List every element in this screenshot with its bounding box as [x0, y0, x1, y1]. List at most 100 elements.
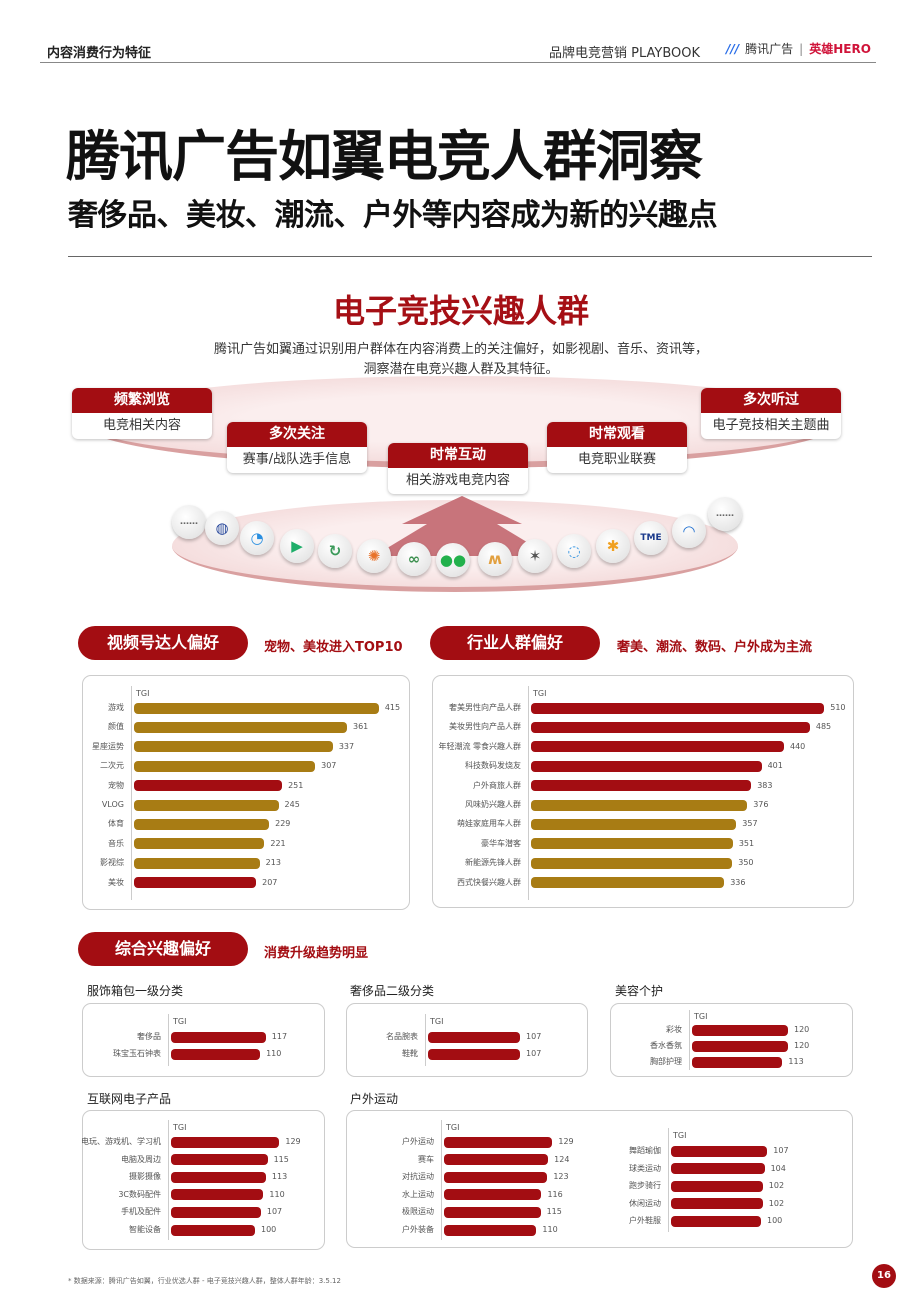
outdoor_a-axis-label: TGI	[446, 1123, 460, 1132]
video-value-label: 361	[352, 722, 369, 732]
industry-category-label: 西式快餐兴趣人群	[457, 877, 521, 887]
apparel-value-label: 110	[266, 1049, 282, 1058]
card-body: 赛事/战队选手信息	[242, 452, 352, 467]
card-body: 电竞职业联赛	[577, 452, 656, 467]
electronics-value-label: 113	[271, 1172, 288, 1182]
outdoor_b-category-label: 休闲运动	[629, 1198, 661, 1208]
electronics-category-label: 智能设备	[129, 1225, 161, 1234]
outdoor_b-value-label: 104	[770, 1163, 786, 1173]
outdoor_b-value-label: 100	[767, 1216, 783, 1226]
outdoor_a-value-label: 124	[554, 1154, 570, 1164]
outdoor_b-axis-label: TGI	[673, 1131, 687, 1140]
video-axis-label: TGI	[136, 689, 150, 698]
electronics-bar	[171, 1224, 255, 1236]
beauty-bar	[692, 1056, 783, 1068]
outdoor_b-bar	[671, 1145, 768, 1157]
beauty-value-label: 120	[794, 1025, 810, 1034]
electronics-title: 互联网电子产品	[87, 1092, 172, 1106]
card-interact: 时常互动 相关游戏电竞内容	[388, 443, 528, 494]
industry-bar	[531, 780, 752, 792]
industry-tag: 奢美、潮流、数码、户外成为主流	[617, 640, 813, 655]
video-category-label: 美妆	[108, 877, 124, 887]
video-category-label: VLOG	[101, 800, 124, 809]
video-bar	[134, 799, 279, 811]
outdoor_a-bar	[444, 1206, 541, 1218]
luxury-title: 奢侈品二级分类	[350, 984, 435, 998]
industry-bar	[531, 838, 733, 850]
video-category-label: 颜值	[108, 722, 124, 732]
industry-category-label: 年轻潮流 零食兴趣人群	[438, 741, 521, 751]
industry-value-label: 336	[730, 877, 746, 887]
industry-bar	[531, 877, 725, 889]
card-watch: 时常观看 电竞职业联赛	[547, 422, 687, 473]
outdoor_a-value-label: 123	[553, 1172, 569, 1182]
up-arrow-icon	[374, 496, 550, 556]
brand-name: 腾讯广告	[745, 42, 794, 56]
title-divider	[68, 256, 872, 257]
video-category-label: 影视综	[100, 858, 124, 868]
section-label: 内容消费行为特征	[47, 46, 152, 61]
insight-heading: 电子竞技兴趣人群	[332, 292, 589, 330]
video-bar	[134, 838, 265, 850]
beauty-bar	[692, 1024, 788, 1036]
industry-bar	[531, 760, 762, 772]
industry-category-label: 风味奶兴趣人群	[465, 800, 521, 809]
video-tag: 宠物、美妆进入TOP10	[264, 640, 403, 655]
outdoor_a-bar	[444, 1136, 553, 1148]
apparel-category-label: 珠宝玉石钟表	[113, 1049, 161, 1058]
brand-logos: /// 腾讯广告 | 英雄HERO	[726, 40, 871, 57]
electronics-category-label: 摄影摄像	[129, 1172, 161, 1182]
card-title: 多次听过	[701, 388, 841, 413]
card-listen: 多次听过 电子竞技相关主题曲	[701, 388, 841, 439]
industry-value-label: 440	[790, 741, 806, 751]
luxury-category-label: 鞋靴	[402, 1049, 418, 1058]
sync-app-icon: ↻	[318, 534, 352, 568]
video-value-label: 251	[288, 780, 304, 790]
outdoor_a-bar	[444, 1189, 542, 1201]
insight-desc-1: 腾讯广告如翼通过识别用户群体在内容消费上的关注偏好，如影视剧、音乐、资讯等，	[213, 342, 708, 357]
beauty-value-label: 120	[794, 1041, 810, 1050]
card-follow: 多次关注 赛事/战队选手信息	[227, 422, 367, 473]
sparkle-app-icon: ✱	[596, 529, 630, 563]
outdoor_a-category-label: 水上运动	[402, 1189, 434, 1199]
video-category-label: 宠物	[108, 780, 124, 790]
header-divider	[40, 62, 876, 63]
industry-bar	[531, 857, 733, 869]
camera-app-icon: ✺	[357, 539, 391, 573]
industry-value-label: 357	[742, 819, 758, 829]
card-body: 电竞相关内容	[102, 418, 181, 433]
electronics-value-label: 115	[273, 1154, 289, 1164]
outdoor_a-category-label: 赛车	[418, 1154, 434, 1164]
luxury-category-label: 名品腕表	[386, 1032, 418, 1041]
video-value-label: 229	[275, 819, 291, 829]
video-bar	[134, 760, 316, 772]
apparel-axis-label: TGI	[173, 1017, 187, 1026]
globe-app-icon: ◍	[205, 511, 239, 545]
footnote: * 数据来源：腾讯广告如翼，行业优选人群 - 电子竞技兴趣人群，整体人群年龄：3…	[68, 1277, 341, 1285]
outdoor_b-category-label: 户外鞋服	[629, 1216, 661, 1226]
mini-program-icon: ∞	[397, 542, 431, 576]
overall-tag: 消费升级趋势明显	[264, 946, 369, 961]
luxury-bar	[428, 1031, 521, 1043]
card-title: 时常互动	[388, 443, 528, 468]
outdoor_b-bar	[671, 1198, 763, 1210]
page-title: 腾讯广告如翼电竞人群洞察	[66, 125, 703, 188]
video-bar	[134, 721, 347, 733]
industry-category-label: 新能源先锋人群	[465, 858, 521, 868]
luxury-value-label: 107	[526, 1049, 542, 1058]
luxury-axis-label: TGI	[430, 1017, 444, 1026]
apparel-title: 服饰箱包一级分类	[87, 984, 184, 998]
apparel-value-label: 117	[271, 1032, 288, 1041]
partner-logo: 英雄HERO	[809, 42, 871, 56]
beauty-category-label: 彩妆	[666, 1025, 682, 1034]
industry-value-label: 401	[767, 761, 783, 771]
electronics-category-label: 电玩、游戏机、学习机	[81, 1137, 161, 1146]
industry-category-label: 萌娃家庭用车人群	[457, 819, 521, 829]
industry-category-label: 豪华车潜客	[481, 838, 521, 848]
page-number: 16	[872, 1264, 896, 1288]
industry-bar	[531, 741, 784, 753]
card-title: 频繁浏览	[72, 388, 212, 413]
outdoor-title: 户外运动	[350, 1092, 399, 1106]
video-category-label: 体育	[108, 819, 124, 829]
beauty-title: 美容个护	[615, 984, 664, 998]
